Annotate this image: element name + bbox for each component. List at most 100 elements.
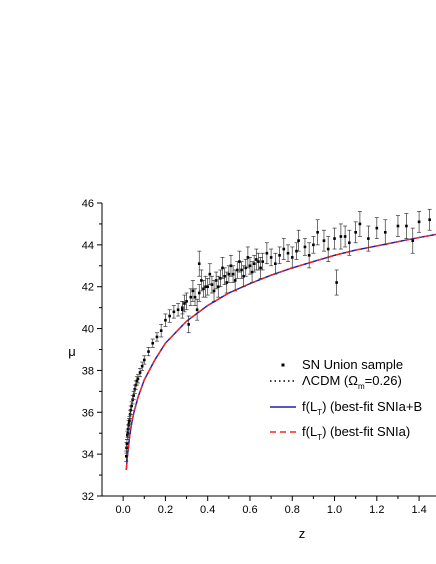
- axis-frame: [97, 202, 436, 501]
- data-point: [127, 421, 131, 425]
- data-point: [197, 262, 201, 265]
- x-tick-label: 0.2: [158, 504, 173, 516]
- data-point: [185, 300, 188, 303]
- data-point: [269, 256, 273, 259]
- data-point: [252, 262, 256, 265]
- data-point: [155, 335, 159, 339]
- data-point: [303, 245, 307, 249]
- data-point: [221, 266, 224, 270]
- data-point: [125, 454, 128, 458]
- data-point: [225, 281, 229, 284]
- tick-labels: 0.0 0.2 0.4 0.6 0.8 1.0 1.2 1.4 32 34 36 38 40 42 44 46: [82, 198, 427, 516]
- data-point: [316, 231, 319, 234]
- x-tick-label: 0.0: [115, 504, 130, 516]
- data-point: [206, 285, 209, 289]
- x-tick-label: 0.4: [200, 504, 215, 516]
- data-point: [405, 224, 408, 228]
- data-point: [195, 308, 199, 312]
- data-point: [168, 314, 171, 318]
- data-point: [290, 256, 294, 259]
- data-point: [164, 318, 167, 322]
- data-point: [183, 302, 186, 305]
- data-point: [428, 218, 431, 222]
- data-point: [128, 419, 131, 422]
- data-point: [354, 231, 357, 234]
- data-point: [248, 264, 252, 268]
- data-point: [326, 247, 330, 251]
- y-tick-label: 44: [82, 240, 94, 252]
- legend-label: SN Union sample: [302, 357, 403, 372]
- data-point: [257, 260, 260, 263]
- data-point: [223, 274, 226, 278]
- data-point: [216, 285, 220, 289]
- data-point: [367, 237, 370, 240]
- data-point: [151, 341, 155, 345]
- data-point: [240, 268, 243, 272]
- data-point: [307, 254, 311, 257]
- data-point: [189, 295, 193, 299]
- data-point: [286, 251, 290, 255]
- data-point: [140, 364, 144, 368]
- data-point: [142, 358, 146, 362]
- legend-label: f(LT) (best-fit SNIa): [302, 424, 410, 442]
- data-point: [339, 235, 343, 238]
- data-point: [295, 249, 298, 253]
- data-point: [214, 279, 218, 282]
- y-tick-label: 38: [82, 365, 94, 377]
- legend-marker: [281, 363, 285, 367]
- data-point: [212, 289, 216, 293]
- data-point: [261, 260, 264, 263]
- data-point: [176, 308, 180, 312]
- data-point: [282, 247, 286, 251]
- data-point: [200, 279, 203, 282]
- data-point: [278, 254, 281, 257]
- data-point: [135, 379, 139, 383]
- data-point: [348, 241, 351, 245]
- data-point: [181, 308, 184, 312]
- data-point: [125, 442, 129, 445]
- data-point: [246, 256, 250, 259]
- data-point: [411, 239, 415, 242]
- data-point: [231, 272, 235, 276]
- y-tick-label: 34: [82, 449, 94, 461]
- data-point: [219, 277, 222, 280]
- y-axis-label: μ: [68, 344, 76, 359]
- x-axis-label: z: [299, 526, 306, 541]
- data-point: [138, 371, 142, 374]
- data-point: [208, 272, 212, 276]
- data-point: [358, 222, 362, 226]
- data-point: [417, 220, 421, 224]
- data-point: [210, 283, 214, 286]
- curve-dashed: [125, 233, 436, 470]
- data-point: [159, 329, 163, 332]
- data-point: [136, 377, 140, 381]
- data-point: [375, 226, 379, 230]
- data-point: [204, 285, 207, 289]
- data-point: [250, 270, 254, 274]
- x-tick-label: 1.4: [411, 504, 426, 516]
- data-point: [244, 266, 248, 270]
- legend-label: ΛCDM (Ωm=0.26): [302, 373, 402, 391]
- data-point: [235, 268, 239, 272]
- y-tick-label: 40: [82, 324, 94, 336]
- data-point: [147, 350, 150, 353]
- data-point: [191, 289, 195, 293]
- data-point: [333, 237, 336, 240]
- data-point: [172, 310, 176, 314]
- legend-label: f(LT) (best-fit SNIa+B: [302, 399, 422, 417]
- y-tick-label: 36: [82, 407, 94, 419]
- data-point: [396, 224, 400, 228]
- data-point: [132, 394, 136, 397]
- data-point: [343, 235, 347, 238]
- data-point: [126, 434, 129, 437]
- y-tick-label: 46: [82, 198, 94, 210]
- data-point: [274, 262, 277, 265]
- data-point: [187, 323, 190, 326]
- x-tick-label: 1.2: [369, 504, 384, 516]
- data-point: [242, 274, 245, 278]
- data-point: [335, 281, 338, 284]
- x-tick-label: 0.8: [285, 504, 300, 516]
- data-point: [259, 266, 262, 270]
